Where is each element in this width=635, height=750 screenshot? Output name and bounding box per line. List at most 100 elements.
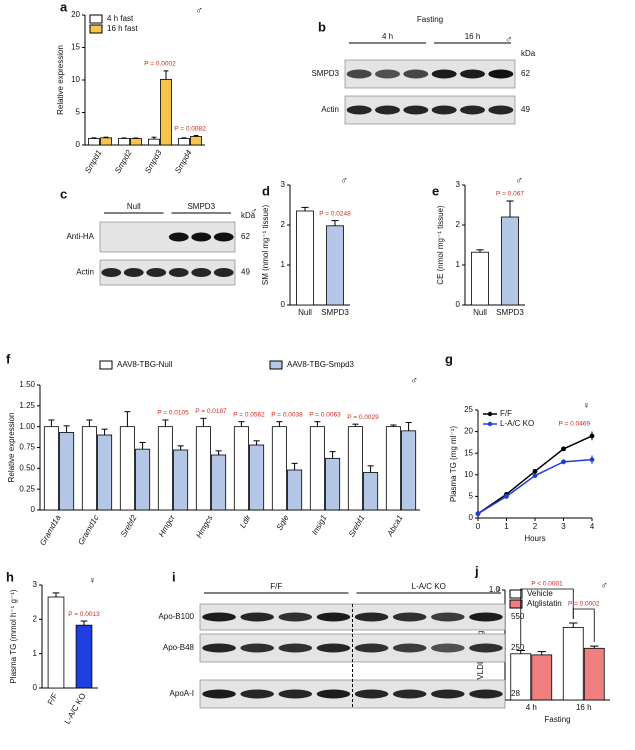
y-tick-label: 0 bbox=[456, 300, 461, 309]
point bbox=[561, 446, 566, 452]
panel-letter: d bbox=[262, 183, 270, 198]
y-tick-label: 1 bbox=[33, 649, 38, 658]
sex-symbol: ♂ bbox=[516, 176, 524, 187]
y-tick-label: 25 bbox=[464, 405, 473, 414]
x-tick-label: Hmgcs bbox=[194, 514, 214, 540]
row-label: Apo-B48 bbox=[163, 643, 195, 652]
sex-symbol: ♂ bbox=[505, 35, 513, 46]
y-tick-label: 0 bbox=[76, 140, 81, 149]
band bbox=[202, 612, 236, 622]
kda-label: 62 bbox=[241, 232, 250, 241]
y-axis-label: CE (nmol mg⁻¹ tissue) bbox=[436, 205, 445, 285]
bar bbox=[385, 426, 401, 511]
y-tick-label: 10 bbox=[71, 75, 80, 84]
y-tick-label: 0.50 bbox=[19, 463, 35, 472]
band bbox=[202, 689, 236, 699]
y-tick-label: 0 bbox=[31, 505, 36, 514]
bar bbox=[178, 138, 190, 146]
p-value: P = 0.0469 bbox=[558, 420, 590, 427]
blot-membrane bbox=[99, 221, 236, 253]
y-tick-label: 15 bbox=[464, 448, 473, 457]
kda-label: 62 bbox=[521, 69, 530, 78]
kda-unit: kDa bbox=[521, 49, 536, 58]
bar bbox=[59, 432, 75, 511]
panel-letter: b bbox=[318, 19, 326, 34]
y-tick-label: 2 bbox=[33, 614, 38, 623]
bar bbox=[233, 426, 249, 511]
y-tick-label: 1.0 bbox=[489, 585, 501, 594]
y-axis-label: SM (nmol mg⁻¹ tissue) bbox=[261, 205, 270, 286]
band bbox=[101, 268, 122, 277]
p-value: P = 0.0013 bbox=[68, 611, 100, 618]
x-tick-label: Smpd1 bbox=[83, 149, 103, 175]
y-axis-label: Relative expression bbox=[7, 413, 16, 483]
y-tick-label: 20 bbox=[71, 10, 80, 19]
group-label: L-A/C KO bbox=[412, 582, 446, 591]
y-tick-label: 10 bbox=[464, 470, 473, 479]
bar bbox=[135, 448, 151, 511]
bar bbox=[100, 137, 112, 146]
band bbox=[213, 232, 234, 242]
y-tick-label: 20 bbox=[464, 427, 473, 436]
panel-letter: i bbox=[172, 569, 176, 584]
band bbox=[392, 689, 427, 699]
band bbox=[488, 105, 514, 115]
band bbox=[123, 268, 144, 277]
band bbox=[354, 689, 389, 699]
point bbox=[532, 468, 538, 474]
x-axis-label: Hours bbox=[524, 534, 545, 543]
band bbox=[469, 612, 503, 622]
band bbox=[488, 69, 514, 79]
x-tick-label: Srebf1 bbox=[347, 514, 367, 539]
legend-swatch bbox=[89, 24, 103, 34]
row-label: Actin bbox=[76, 268, 94, 277]
y-tick-label: 0 bbox=[281, 300, 286, 309]
bar bbox=[583, 647, 605, 701]
x-tick-label: Null bbox=[473, 308, 487, 317]
p-value: P = 0.0248 bbox=[319, 210, 351, 217]
legend-label: Atglistatin bbox=[527, 599, 562, 608]
bar bbox=[173, 449, 189, 511]
y-tick-label: 2 bbox=[281, 220, 286, 229]
x-tick-label: SMPD3 bbox=[321, 308, 349, 317]
x-tick-label: Smpd2 bbox=[113, 148, 134, 175]
row-label: Anti-HA bbox=[66, 232, 94, 241]
x-tick-label: 3 bbox=[561, 522, 566, 531]
sex-symbol: ♂ bbox=[196, 6, 204, 17]
p-value: P = 0.0063 bbox=[309, 411, 341, 418]
blot-title: Fasting bbox=[417, 15, 443, 24]
bar bbox=[309, 426, 325, 511]
sex-symbol: ♂ bbox=[250, 207, 258, 218]
p-value: P = 0.0562 bbox=[233, 411, 265, 418]
x-tick-label: F/F bbox=[46, 691, 60, 706]
x-tick-label: 0 bbox=[476, 522, 481, 531]
legend-label: AAV8-TBG-Null bbox=[117, 360, 173, 369]
bar bbox=[287, 469, 303, 511]
bar bbox=[562, 627, 584, 701]
band bbox=[403, 105, 429, 115]
y-tick-label: 1 bbox=[456, 260, 461, 269]
bar bbox=[157, 426, 173, 511]
group-label: 16 h bbox=[465, 32, 481, 41]
panel-letter: f bbox=[6, 351, 11, 366]
x-axis-label: Fasting bbox=[544, 715, 570, 724]
y-axis-label: Plasma TG (mmol h⁻¹ g⁻¹) bbox=[9, 589, 18, 683]
p-value: P = 0.0187 bbox=[195, 408, 227, 415]
kda-unit: kDa bbox=[241, 211, 256, 220]
legend-swatch bbox=[89, 14, 103, 24]
x-tick-label: 1 bbox=[504, 522, 509, 531]
x-tick-label: Sqle bbox=[275, 513, 291, 532]
y-tick-label: 0 bbox=[33, 683, 38, 692]
y-axis-label: Plasma TG (mg ml⁻¹) bbox=[449, 426, 458, 502]
row-label: SMPD3 bbox=[311, 69, 339, 78]
band bbox=[346, 105, 372, 115]
y-tick-label: 3 bbox=[33, 580, 38, 589]
band bbox=[403, 69, 429, 79]
bar bbox=[81, 426, 97, 511]
legend-label: F/F bbox=[500, 409, 512, 418]
bracket bbox=[572, 608, 595, 643]
sex-symbol: ♂ bbox=[341, 176, 349, 187]
x-tick-label: Srebf2 bbox=[119, 513, 139, 538]
bar bbox=[130, 138, 142, 146]
